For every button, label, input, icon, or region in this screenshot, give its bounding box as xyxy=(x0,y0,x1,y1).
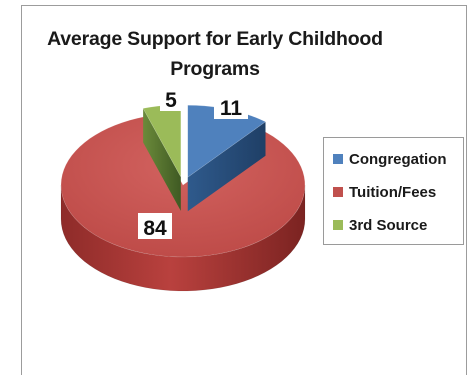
legend-label: 3rd Source xyxy=(349,217,427,234)
data-label-tuition-fees: 84 xyxy=(143,217,167,240)
pie-top-tuition-fees xyxy=(61,117,305,257)
legend-label: Congregation xyxy=(349,151,447,168)
legend-swatch-3rd-source xyxy=(333,220,343,230)
legend: Congregation Tuition/Fees 3rd Source xyxy=(323,137,464,245)
legend-entry-tuition-fees: Tuition/Fees xyxy=(333,182,436,202)
legend-label: Tuition/Fees xyxy=(349,184,436,201)
legend-entry-3rd-source: 3rd Source xyxy=(333,215,427,235)
legend-swatch-tuition-fees xyxy=(333,187,343,197)
data-label-congregation: 11 xyxy=(220,97,243,120)
pie-slice-tuition-fees xyxy=(61,117,305,291)
legend-swatch-congregation xyxy=(333,154,343,164)
data-label-3rd-source: 5 xyxy=(165,89,177,112)
legend-entry-congregation: Congregation xyxy=(333,149,447,169)
